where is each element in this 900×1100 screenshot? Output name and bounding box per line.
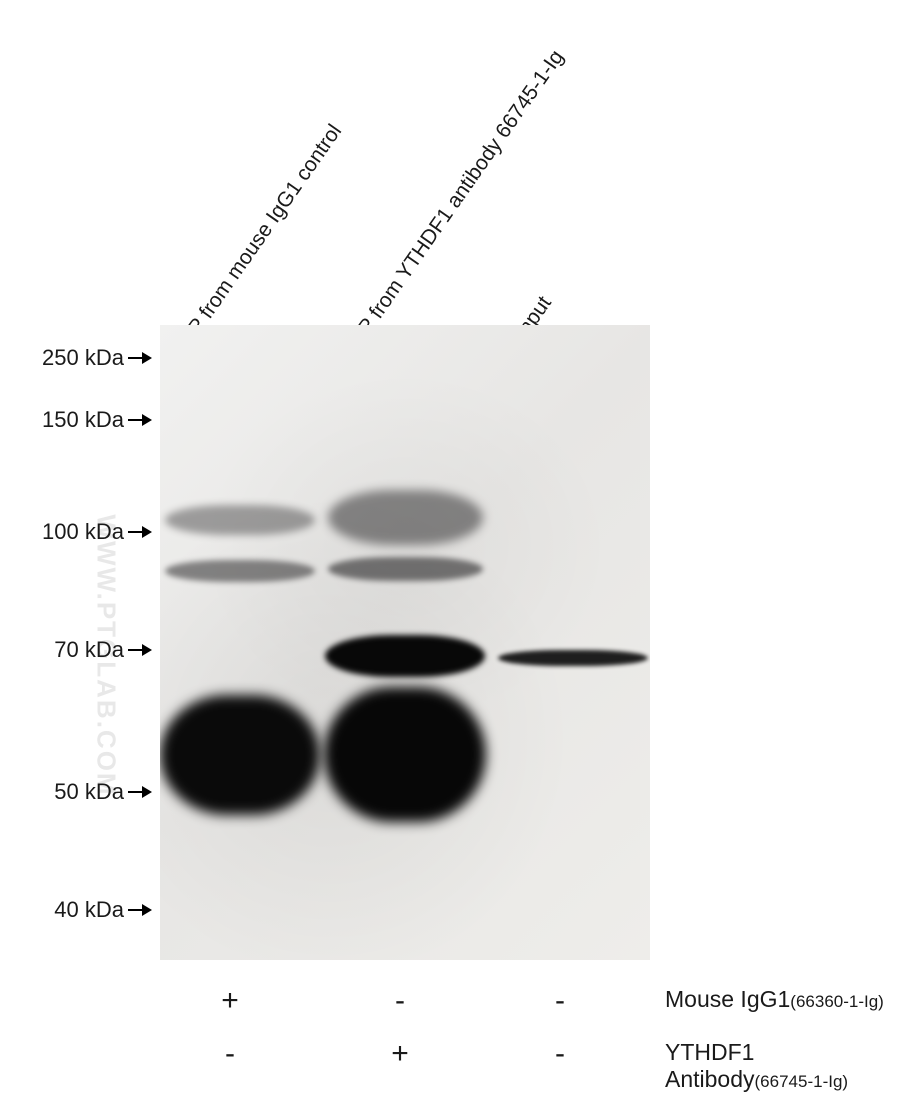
blot-band-6 xyxy=(324,687,486,822)
annotation-row-1: -+-YTHDF1 Antibody(66745-1-Ig) xyxy=(0,1035,900,1073)
mw-marker-0: 250 kDa xyxy=(0,345,150,371)
blot-band-5 xyxy=(325,635,485,677)
mw-marker-label: 150 kDa xyxy=(42,407,126,433)
mw-marker-2: 100 kDa xyxy=(0,519,150,545)
annotation-row-0: + - - Mouse IgG1(66360-1-Ig) xyxy=(0,982,900,1020)
annotation-symbol: - xyxy=(520,984,600,1018)
annotation-label: Mouse IgG1(66360-1-Ig) xyxy=(665,986,884,1013)
annotation-symbol: + xyxy=(360,1037,440,1071)
blot-band-1 xyxy=(165,560,315,582)
mw-marker-4: 50 kDa xyxy=(0,779,150,805)
annotation-label-main: Mouse IgG1 xyxy=(665,986,790,1012)
figure-canvas: WWW.PTGLAB.COM IP from mouse IgG1 contro… xyxy=(0,0,900,1100)
annotation-label-main: YTHDF1 Antibody xyxy=(665,1039,755,1092)
annotation-label: YTHDF1 Antibody(66745-1-Ig) xyxy=(665,1039,900,1093)
annotation-symbol: + xyxy=(190,984,270,1018)
mw-marker-1: 150 kDa xyxy=(0,407,150,433)
mw-marker-label: 100 kDa xyxy=(42,519,126,545)
mw-marker-label: 70 kDa xyxy=(54,637,126,663)
mw-marker-label: 40 kDa xyxy=(54,897,126,923)
blot-band-0 xyxy=(165,505,315,535)
lane-label-0: IP from mouse IgG1 control xyxy=(180,120,347,344)
annotation-label-sub: (66360-1-Ig) xyxy=(790,992,884,1011)
mw-marker-label: 50 kDa xyxy=(54,779,126,805)
arrow-right-icon xyxy=(128,909,150,911)
arrow-right-icon xyxy=(128,531,150,533)
mw-marker-5: 40 kDa xyxy=(0,897,150,923)
western-blot-membrane xyxy=(160,325,650,960)
blot-band-4 xyxy=(328,557,483,581)
annotation-symbol: - xyxy=(520,1037,600,1071)
blot-band-7 xyxy=(498,650,648,666)
annotation-symbol: - xyxy=(360,984,440,1018)
mw-marker-3: 70 kDa xyxy=(0,637,150,663)
arrow-right-icon xyxy=(128,649,150,651)
blot-band-3 xyxy=(328,490,483,545)
blot-band-2 xyxy=(160,695,320,815)
arrow-right-icon xyxy=(128,419,150,421)
arrow-right-icon xyxy=(128,357,150,359)
mw-marker-label: 250 kDa xyxy=(42,345,126,371)
annotation-label-sub: (66745-1-Ig) xyxy=(755,1072,849,1091)
annotation-symbol: - xyxy=(190,1037,270,1071)
arrow-right-icon xyxy=(128,791,150,793)
